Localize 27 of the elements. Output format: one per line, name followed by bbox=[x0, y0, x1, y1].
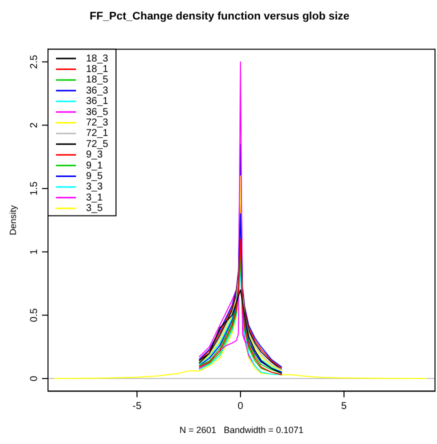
y-tick-label: 1 bbox=[28, 248, 40, 255]
y-tick-label: 0.5 bbox=[28, 308, 40, 322]
legend-label: 9_1 bbox=[86, 160, 104, 172]
x-axis-title: N = 2601 Bandwidth = 0.1071 bbox=[179, 425, 304, 436]
legend-label: 36_1 bbox=[86, 96, 109, 108]
y-tick-label: 2 bbox=[28, 122, 40, 128]
legend-label: 36_3 bbox=[86, 85, 109, 96]
legend-label: 36_5 bbox=[86, 106, 109, 118]
chart-title: FF_Pct_Change density function versus glob size bbox=[90, 10, 350, 23]
y-tick-label: 0 bbox=[28, 375, 40, 382]
legend-label: 9_5 bbox=[86, 171, 104, 182]
y-tick-label: 2.5 bbox=[28, 54, 40, 69]
y-axis-title: Density bbox=[8, 204, 18, 236]
x-tick-label: 0 bbox=[238, 400, 244, 412]
legend-label: 72_5 bbox=[86, 138, 109, 150]
legend-label: 3_5 bbox=[86, 203, 104, 214]
y-tick-label: 1.5 bbox=[28, 181, 40, 196]
legend-label: 72_1 bbox=[86, 128, 109, 140]
legend-label: 18_5 bbox=[86, 74, 109, 86]
x-tick-label: 5 bbox=[341, 400, 348, 412]
legend-label: 18_1 bbox=[86, 64, 109, 75]
legend-label: 72_3 bbox=[86, 118, 109, 128]
legend-label: 18_3 bbox=[86, 53, 109, 64]
legend-label: 3_1 bbox=[86, 192, 104, 204]
legend-label: 9_3 bbox=[86, 150, 104, 161]
x-tick-label: -5 bbox=[132, 400, 142, 412]
legend-label: 3_3 bbox=[86, 182, 104, 193]
